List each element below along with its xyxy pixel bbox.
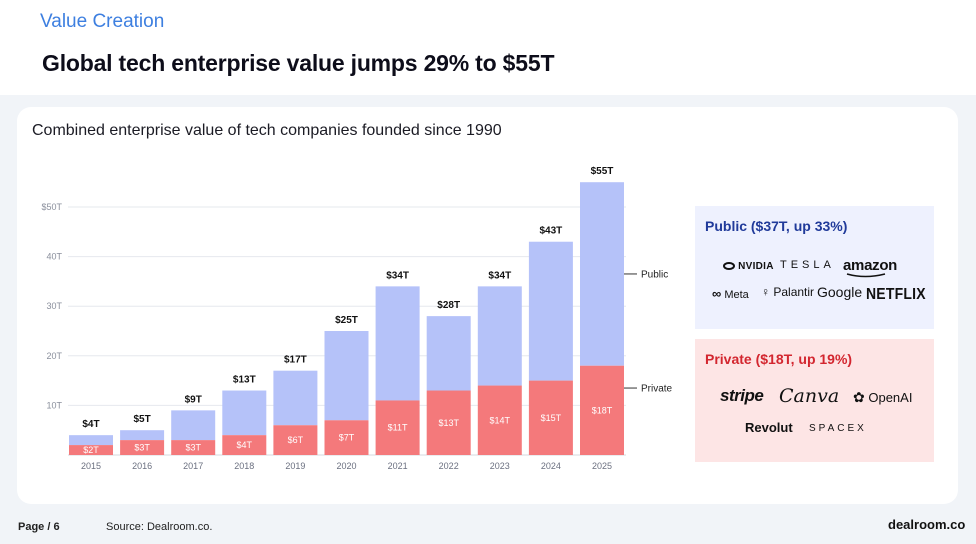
public-panel: Public ($37T, up 33%) NVIDIA TESLA amazo… [695,206,934,329]
private-value-label: $4T [237,440,253,450]
total-value-label: $5T [133,414,150,425]
x-tick-label: 2015 [81,461,101,471]
meta-logo: ∞ Meta [712,286,749,301]
total-value-label: $34T [488,270,511,281]
bar-private [222,435,267,455]
legend-private: Private [641,384,673,395]
bar-public [324,331,369,421]
bar-public [375,286,420,401]
private-value-label: $6T [288,435,304,445]
palantir-logo: ♀ Palantir [761,285,815,299]
bar-private [171,440,216,455]
private-value-label: $15T [541,413,562,423]
revolut-logo: Revolut [745,420,793,435]
bar-public [426,316,471,391]
total-value-label: $55T [591,166,614,177]
spacex-logo: SPACEX [809,423,867,434]
private-value-label: $3T [185,443,201,453]
nvidia-eye-icon [723,262,735,270]
section-label: Value Creation [40,11,165,32]
meta-infinity-icon: ∞ [712,286,722,301]
private-panel: Private ($18T, up 19%) stripe Canva ✿ Op… [695,339,934,462]
y-tick-label: 30T [46,301,62,311]
private-value-label: $2T [83,445,99,455]
bar-public [120,430,165,441]
header-band [0,0,976,95]
palantir-icon: ♀ [761,285,770,299]
bar-private [69,445,113,455]
chart-title: Combined enterprise value of tech compan… [32,122,502,139]
y-tick-label: 10T [46,400,62,410]
source-note: Source: Dealroom.co. [106,521,213,533]
private-value-label: $13T [438,418,459,428]
bar-public [528,241,573,381]
openai-logo: ✿ OpenAI [853,389,913,405]
nvidia-logo: NVIDIA [723,261,774,272]
x-tick-label: 2025 [592,461,612,471]
bar-private [375,400,420,455]
bar-private [120,440,165,455]
x-tick-label: 2017 [183,461,203,471]
x-tick-label: 2018 [234,461,254,471]
private-panel-title: Private ($18T, up 19%) [705,351,853,367]
total-value-label: $34T [386,270,409,281]
y-tick-label: $50T [41,202,62,212]
bar-public [171,410,216,441]
private-value-label: $14T [490,415,511,425]
openai-knot-icon: ✿ [853,389,865,405]
bar-private [324,420,369,455]
total-value-label: $17T [284,355,307,366]
bar-public [273,370,318,426]
google-logo: Google [817,284,863,300]
public-panel-title: Public ($37T, up 33%) [705,218,848,234]
legend-public: Public [641,269,668,280]
x-tick-label: 2019 [285,461,305,471]
brand-logo: dealroom.co [888,517,966,532]
canva-logo: Canva [779,385,840,407]
x-tick-label: 2016 [132,461,152,471]
bar-public [69,435,113,446]
page-title: Global tech enterprise value jumps 29% t… [42,50,555,76]
bar-private [528,380,573,455]
bar-private [426,390,471,455]
bar-private [477,385,522,455]
total-value-label: $43T [540,226,563,237]
amazon-smile-icon [846,273,886,278]
bar-private [273,425,318,455]
bar-private [580,365,624,455]
x-tick-label: 2022 [439,461,459,471]
total-value-label: $28T [437,300,460,311]
private-value-label: $7T [339,433,355,443]
x-tick-label: 2021 [388,461,408,471]
bar-public [222,390,267,436]
total-value-label: $4T [82,419,99,430]
netflix-logo: NETFLIX [866,284,926,303]
total-value-label: $9T [185,394,202,405]
private-value-label: $3T [134,443,150,453]
stripe-logo: stripe [720,386,764,405]
total-value-label: $13T [233,375,256,386]
private-value-label: $11T [388,423,408,433]
page-number: Page / 6 [18,521,60,533]
private-value-label: $18T [592,405,613,415]
x-tick-label: 2020 [336,461,356,471]
x-tick-label: 2023 [490,461,510,471]
y-tick-label: 20T [46,351,62,361]
x-tick-label: 2024 [541,461,561,471]
total-value-label: $25T [335,315,358,326]
amazon-logo: amazon [843,257,897,278]
y-tick-label: 40T [46,252,62,262]
bar-public [477,286,522,386]
tesla-logo: TESLA [780,259,835,271]
bar-public [580,182,624,366]
